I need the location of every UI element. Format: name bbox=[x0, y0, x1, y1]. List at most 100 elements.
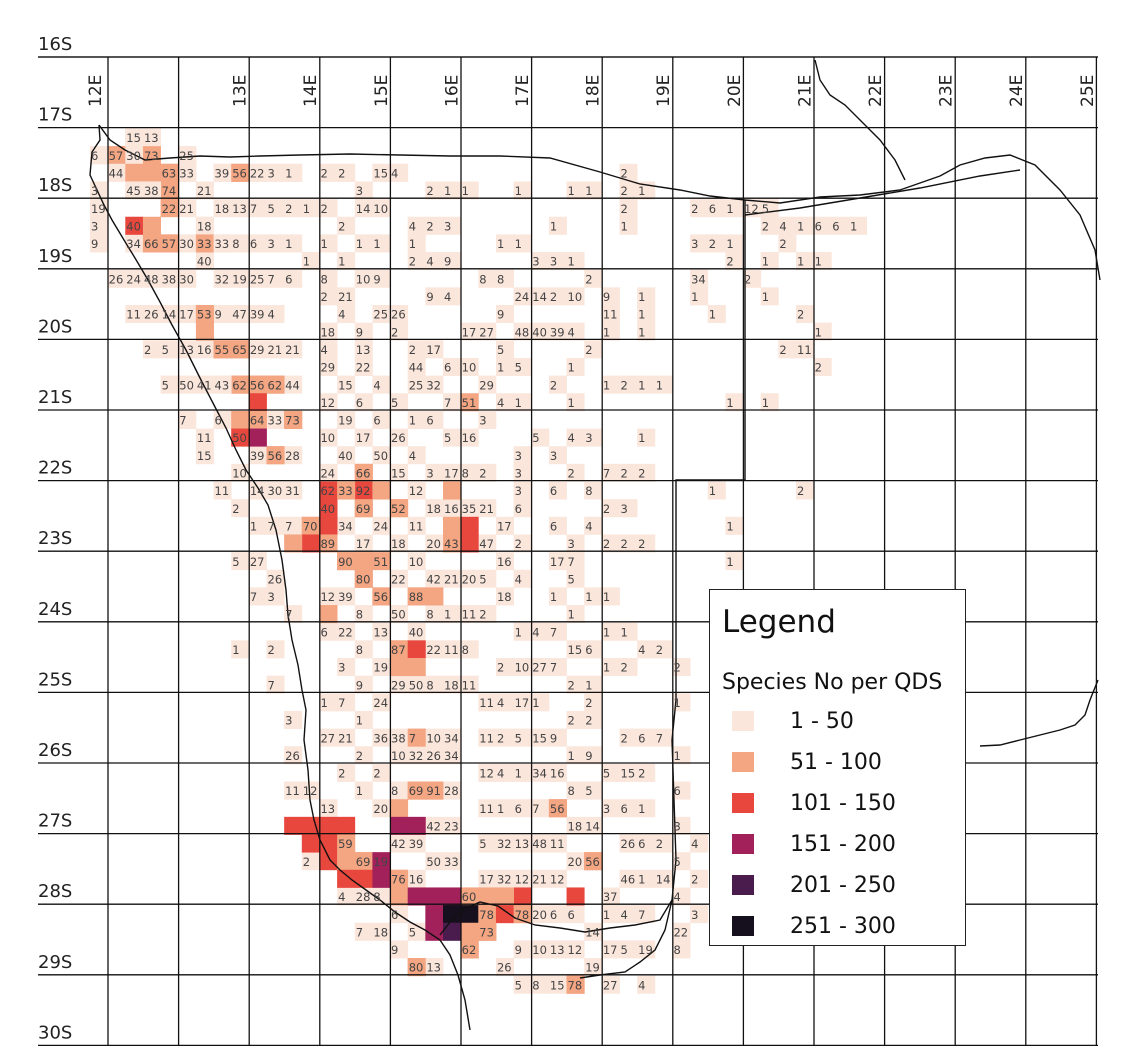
qds-count: 40 bbox=[197, 255, 212, 269]
qds-count: 5 bbox=[515, 978, 522, 992]
qds-cell bbox=[513, 446, 532, 465]
qds-count: 5 bbox=[603, 767, 610, 781]
qds-count: 26 bbox=[285, 749, 300, 763]
qds-count: 5 bbox=[532, 431, 539, 445]
qds-cell bbox=[513, 481, 532, 500]
qds-count: 2 bbox=[797, 308, 804, 322]
qds-count: 5 bbox=[497, 343, 504, 357]
qds-cell-shaded bbox=[142, 216, 161, 235]
qds-count: 15 bbox=[373, 166, 388, 180]
qds-count: 74 bbox=[162, 184, 177, 198]
legend-swatch bbox=[732, 711, 754, 731]
qds-cell bbox=[195, 446, 214, 465]
qds-count: 4 bbox=[532, 625, 539, 639]
qds-count: 26 bbox=[144, 308, 159, 322]
qds-count: 10 bbox=[391, 749, 406, 763]
qds-cell bbox=[796, 340, 815, 359]
qds-cell bbox=[548, 216, 567, 235]
qds-count: 2 bbox=[621, 202, 628, 216]
qds-count: 27 bbox=[532, 661, 547, 675]
qds-count: 1 bbox=[532, 696, 539, 710]
qds-cell bbox=[266, 269, 285, 288]
legend-label: 151 - 200 bbox=[790, 831, 896, 857]
qds-count: 20 bbox=[373, 802, 388, 816]
qds-count: 31 bbox=[285, 484, 300, 498]
qds-count: 10 bbox=[232, 467, 247, 481]
qds-count: 19 bbox=[585, 961, 600, 975]
qds-cell-shaded bbox=[195, 216, 214, 235]
qds-count: 25 bbox=[373, 308, 388, 322]
qds-count: 34 bbox=[691, 272, 706, 286]
qds-count: 8 bbox=[497, 272, 504, 286]
qds-cell bbox=[495, 763, 514, 782]
qds-cell bbox=[566, 357, 585, 376]
qds-count: 14 bbox=[585, 820, 600, 834]
qds-cell bbox=[637, 975, 656, 994]
qds-count: 1 bbox=[603, 625, 610, 639]
qds-cell bbox=[548, 905, 567, 924]
qds-cell bbox=[672, 746, 691, 765]
qds-count: 19 bbox=[373, 661, 388, 675]
qds-count: 7 bbox=[250, 202, 257, 216]
qds-count: 32 bbox=[497, 837, 512, 851]
qds-count: 15 bbox=[197, 449, 212, 463]
qds-count: 5 bbox=[232, 555, 239, 569]
lat-label: 21S bbox=[38, 387, 72, 408]
qds-count: 35 bbox=[462, 502, 477, 516]
legend-label: 251 - 300 bbox=[790, 913, 896, 939]
qds-count: 17 bbox=[179, 308, 194, 322]
qds-cell bbox=[566, 675, 585, 694]
qds-count: 2 bbox=[479, 467, 486, 481]
qds-cell bbox=[831, 216, 850, 235]
qds-cell bbox=[390, 393, 409, 412]
qds-count: 12 bbox=[320, 396, 335, 410]
qds-count: 11 bbox=[126, 308, 141, 322]
qds-cell bbox=[566, 605, 585, 624]
qds-cell-shaded bbox=[301, 516, 320, 535]
qds-cell bbox=[407, 357, 426, 376]
qds-count: 2 bbox=[320, 202, 327, 216]
qds-cell bbox=[372, 375, 391, 394]
qds-cell bbox=[566, 905, 585, 924]
qds-cell bbox=[601, 305, 620, 324]
qds-count: 6 bbox=[550, 519, 557, 533]
qds-count: 11 bbox=[409, 519, 424, 533]
qds-count: 21 bbox=[197, 184, 212, 198]
qds-count: 2 bbox=[268, 643, 275, 657]
qds-count: 50 bbox=[426, 855, 441, 869]
qds-count: 10 bbox=[568, 290, 583, 304]
qds-count: 4 bbox=[320, 343, 327, 357]
qds-count: 1 bbox=[373, 237, 380, 251]
qds-cell bbox=[654, 728, 673, 747]
qds-count: 9 bbox=[391, 943, 398, 957]
qds-count: 22 bbox=[162, 202, 177, 216]
qds-cell bbox=[531, 252, 550, 271]
qds-count: 4 bbox=[497, 396, 504, 410]
qds-count: 3 bbox=[285, 714, 292, 728]
qds-cell bbox=[407, 622, 426, 641]
qds-count: 11 bbox=[197, 431, 212, 445]
qds-count: 1 bbox=[356, 714, 363, 728]
qds-cell bbox=[672, 816, 691, 835]
qds-count: 2 bbox=[568, 467, 575, 481]
qds-count: 2 bbox=[621, 467, 628, 481]
qds-cell-shaded bbox=[337, 163, 356, 182]
qds-cell bbox=[495, 393, 514, 412]
qds-count: 3 bbox=[268, 237, 275, 251]
qds-cell bbox=[513, 569, 532, 588]
border-southeast bbox=[579, 899, 673, 979]
qds-count: 62 bbox=[320, 484, 335, 498]
qds-count: 9 bbox=[356, 325, 363, 339]
qds-cell bbox=[407, 552, 426, 571]
qds-cell-shaded bbox=[354, 869, 373, 888]
lon-label: 12E bbox=[86, 75, 106, 107]
qds-cell bbox=[601, 905, 620, 924]
qds-count: 14 bbox=[532, 290, 547, 304]
qds-count: 21 bbox=[532, 872, 547, 886]
qds-cell bbox=[513, 181, 532, 200]
qds-cell bbox=[354, 640, 373, 659]
qds-cell bbox=[407, 375, 426, 394]
qds-count: 18 bbox=[391, 537, 406, 551]
qds-cell bbox=[478, 799, 497, 818]
qds-count: 6 bbox=[585, 643, 592, 657]
